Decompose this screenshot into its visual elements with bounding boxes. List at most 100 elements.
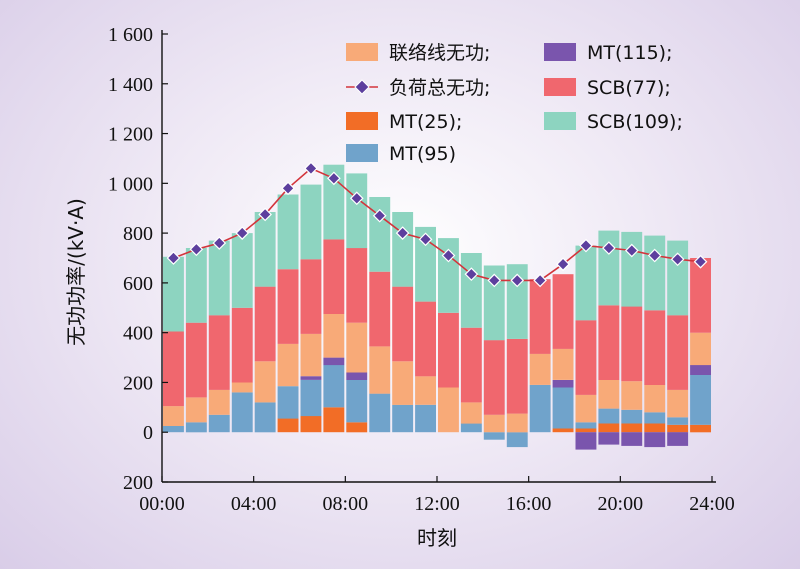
total-load-marker-13	[464, 267, 479, 282]
y-tick-label: 1 600	[108, 24, 153, 46]
legend-swatch-mt-115	[544, 43, 576, 61]
bar-mt-95-8	[346, 380, 368, 423]
bar-series-17	[552, 348, 574, 380]
total-load-marker-22	[670, 252, 685, 267]
bar-scb-77-20	[621, 306, 643, 382]
bar-scb-109-15	[506, 264, 528, 339]
bar-scb-77-2	[208, 315, 230, 390]
bar-mt-25-5	[277, 418, 299, 433]
bar-mt-115-22	[667, 432, 689, 446]
x-tick-label: 08:00	[323, 493, 369, 515]
bar-scb-77-3	[231, 307, 253, 383]
bar-series-22	[667, 389, 689, 418]
bar-mt-95-11	[415, 404, 436, 433]
bar-mt-95-22	[667, 417, 689, 425]
bar-scb-77-4	[254, 286, 276, 362]
bar-scb-77-11	[415, 301, 436, 377]
bar-scb-109-20	[621, 231, 643, 307]
legend-label-scb-109: SCB(109);	[587, 111, 683, 133]
bar-series-13	[460, 402, 482, 424]
bar-mt-95-23	[690, 375, 711, 425]
bar-scb-109-4	[254, 212, 276, 287]
bar-mt-95-5	[277, 386, 299, 419]
y-tick-label: 0	[143, 422, 153, 444]
bar-scb-109-14	[483, 265, 505, 341]
bar-scb-77-22	[667, 315, 689, 390]
total-load-marker-1	[189, 242, 204, 257]
x-tick-label: 00:00	[139, 493, 185, 515]
bar-mt-25-18	[575, 428, 597, 433]
y-tick-label: 1 000	[108, 173, 153, 195]
bar-series-4	[254, 361, 276, 403]
bar-scb-77-21	[644, 310, 666, 385]
y-tick-label: 200	[123, 372, 153, 394]
bar-series-9	[369, 346, 391, 394]
total-load-marker-3	[235, 226, 250, 240]
y-tick-label: 800	[123, 223, 153, 245]
bar-series-20	[621, 381, 643, 410]
bar-mt-95-15	[506, 432, 528, 448]
bar-mt-95-16	[529, 384, 551, 433]
bar-series-12	[438, 387, 459, 433]
bar-series-3	[231, 382, 253, 393]
y-tick-label: 1 200	[108, 124, 153, 146]
bar-scb-109-9	[369, 197, 391, 272]
bar-mt-95-17	[552, 387, 574, 429]
bar-mt-95-18	[575, 422, 597, 429]
x-tick-label: 20:00	[598, 493, 644, 515]
x-tick-label: 04:00	[231, 493, 277, 515]
total-load-line	[166, 161, 708, 288]
x-tick-label: 16:00	[506, 493, 552, 515]
bar-scb-77-12	[438, 312, 459, 388]
y-tick-label: 200	[123, 472, 153, 494]
bar-series-2	[208, 389, 230, 415]
x-axis-label: 时刻	[417, 526, 457, 550]
y-tick-label: 400	[123, 323, 153, 345]
bar-series-15	[506, 413, 528, 433]
bar-scb-77-16	[529, 279, 551, 354]
total-load-marker-14	[487, 273, 502, 288]
legend-label-mt-95: MT(95)	[389, 143, 456, 165]
bar-series-6	[300, 333, 322, 377]
bar-mt-95-1	[185, 422, 207, 433]
bar-mt-95-19	[598, 408, 620, 424]
stacked-bars	[163, 164, 711, 450]
total-load-marker-18	[579, 238, 593, 253]
bar-series-11	[415, 376, 436, 405]
bar-mt-115-19	[598, 432, 620, 445]
bar-scb-109-2	[208, 240, 230, 316]
bar-scb-77-18	[575, 320, 597, 395]
bar-series-19	[598, 380, 620, 409]
bar-scb-77-0	[163, 331, 184, 407]
legend-swatch-series	[346, 43, 378, 61]
total-load-marker-12	[441, 248, 456, 263]
bar-mt-95-0	[163, 426, 184, 433]
total-load-marker-4	[258, 207, 272, 222]
bar-scb-77-1	[185, 322, 207, 398]
bar-scb-77-13	[460, 327, 482, 403]
bar-series-0	[163, 406, 184, 426]
legend-label-series: 负荷总无功;	[389, 77, 490, 99]
bar-scb-77-17	[552, 274, 574, 349]
total-load-marker-21	[647, 248, 662, 263]
bar-scb-109-5	[277, 194, 299, 270]
bar-mt-95-4	[254, 402, 276, 433]
legend-label-mt-115: MT(115);	[587, 42, 673, 64]
legend-swatch-scb-109	[544, 112, 576, 130]
bar-mt-25-7	[323, 407, 345, 433]
legend-swatch-marker	[354, 79, 370, 95]
bar-series-23	[690, 332, 711, 366]
bar-mt-25-20	[621, 423, 643, 433]
bar-scb-77-9	[369, 271, 391, 347]
bar-scb-109-11	[415, 226, 436, 302]
bar-series-10	[392, 361, 414, 405]
total-load-marker-0	[166, 251, 181, 265]
bar-mt-25-6	[300, 416, 322, 433]
bar-scb-109-10	[392, 212, 414, 287]
bar-mt-115-21	[644, 432, 666, 448]
bar-mt-25-19	[598, 423, 620, 433]
total-load-marker-11	[418, 232, 433, 247]
legend-label-series: 联络线无功;	[389, 42, 490, 64]
bar-scb-77-7	[323, 239, 345, 314]
